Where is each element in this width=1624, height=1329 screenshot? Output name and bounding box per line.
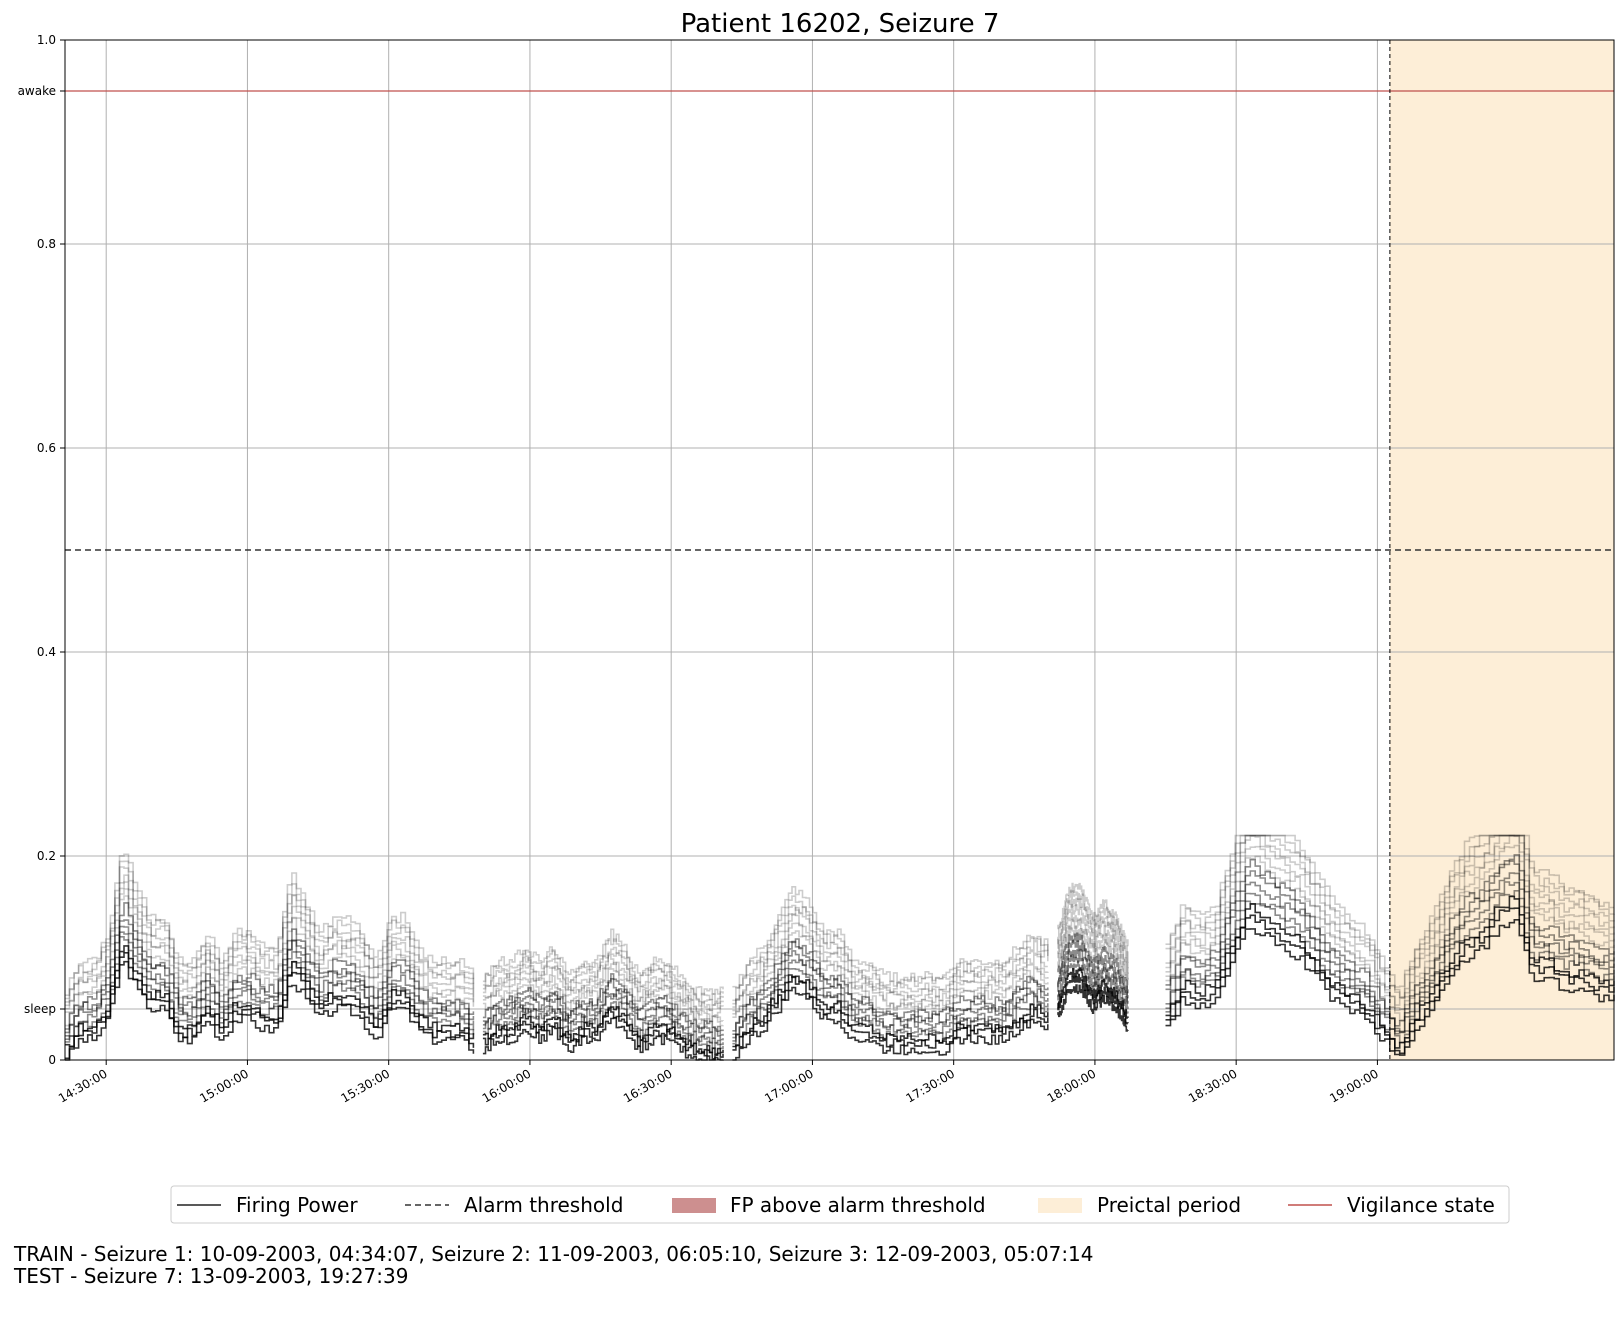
firing-power-line <box>482 989 724 1041</box>
firing-power-line <box>482 1006 724 1055</box>
firing-power-line <box>1057 890 1129 957</box>
firing-power-line <box>1165 872 1615 1033</box>
legend-label: Vigilance state <box>1347 1193 1495 1217</box>
firing-power-line <box>732 913 1049 1012</box>
firing-power-line <box>482 928 724 996</box>
x-tick-label: 17:00:00 <box>762 1066 816 1105</box>
firing-power-line <box>732 922 1049 1015</box>
firing-power-line <box>1165 854 1615 1027</box>
footer-notes: TRAIN - Seizure 1: 10-09-2003, 04:34:07,… <box>14 1243 1094 1287</box>
x-tick-label: 18:30:00 <box>1186 1066 1240 1105</box>
firing-power-line <box>65 866 475 1003</box>
firing-power-line <box>732 968 1049 1045</box>
firing-power-line <box>482 1001 724 1050</box>
plot-area: 0 sleep 0.2 0.4 0.6 0.8 awake 1.0 14:30:00 15:00:… <box>18 33 1615 1106</box>
firing-power-line <box>482 968 724 1027</box>
firing-power-line <box>482 993 724 1046</box>
firing-power-line <box>1057 932 1129 994</box>
firing-power-line <box>1057 911 1129 974</box>
footer-test-line: TEST - Seizure 7: 13-09-2003, 19:27:39 <box>14 1264 409 1288</box>
y-tick-label: sleep <box>24 1002 56 1016</box>
firing-power-line <box>65 902 475 1030</box>
firing-power-line <box>1057 973 1129 1025</box>
firing-power-line <box>732 950 1049 1039</box>
firing-power-line <box>732 904 1049 1005</box>
firing-power-line <box>65 919 475 1034</box>
firing-power-line <box>65 925 475 1037</box>
legend-label: Preictal period <box>1097 1193 1241 1217</box>
firing-power-line <box>65 952 475 1060</box>
firing-power-line <box>1057 882 1129 947</box>
firing-power-line <box>1057 903 1129 969</box>
firing-power-line <box>1057 960 1129 1014</box>
legend: Firing Power Alarm threshold FP above alar… <box>170 1185 1510 1224</box>
firing-power-line <box>482 952 724 1012</box>
firing-power-line <box>65 945 475 1048</box>
x-tick-label: 16:00:00 <box>480 1066 534 1105</box>
firing-power-line <box>732 886 1049 989</box>
firing-power-line <box>732 986 1049 1061</box>
firing-power-line <box>1165 860 1615 1033</box>
legend-box <box>170 1185 1510 1224</box>
firing-power-line <box>732 938 1049 1032</box>
x-tick-label: 15:00:00 <box>197 1066 251 1105</box>
y-tick-label: 1.0 <box>37 33 56 47</box>
firing-power-line <box>482 1009 724 1060</box>
firing-power-line <box>1057 954 1129 1009</box>
firing-power-line <box>482 973 724 1032</box>
legend-swatch-preictal <box>1038 1198 1082 1213</box>
firing-power-line <box>1057 939 1129 999</box>
firing-power-line <box>482 978 724 1036</box>
y-tick-label: 0.8 <box>37 237 56 251</box>
firing-power-line <box>482 961 724 1022</box>
legend-label: Firing Power <box>236 1193 358 1217</box>
y-tick-label: 0.2 <box>37 849 56 863</box>
x-tick-label: 17:30:00 <box>903 1066 957 1105</box>
firing-power-line <box>732 906 1048 1008</box>
firing-power-line <box>1165 834 1615 1010</box>
legend-label: Alarm threshold <box>464 1193 623 1217</box>
plot-frame <box>64 39 1615 1061</box>
firing-power-line <box>65 931 475 1040</box>
firing-power-line <box>65 895 475 1027</box>
x-tick-label: 14:30:00 <box>56 1066 110 1105</box>
firing-power-line <box>732 959 1049 1042</box>
firing-power-line <box>65 936 475 1043</box>
legend-label: FP above alarm threshold <box>730 1193 986 1217</box>
legend-swatch-fp-above <box>672 1198 716 1213</box>
firing-power-line <box>65 860 475 1000</box>
firing-power-line <box>1165 834 1615 1006</box>
firing-power-line <box>482 946 724 1007</box>
firing-power-line <box>1165 890 1615 1044</box>
firing-power-line <box>1057 967 1129 1019</box>
firing-power-line <box>1057 918 1129 980</box>
firing-power-line <box>1057 984 1129 1032</box>
firing-power-line <box>65 853 475 996</box>
firing-power-line <box>732 974 1049 1048</box>
x-tick-label: 15:30:00 <box>339 1066 393 1105</box>
y-tick-label: awake <box>18 84 56 98</box>
y-tick-label: 0 <box>48 1053 56 1067</box>
firing-power-line <box>65 881 475 1010</box>
firing-power-line <box>65 874 475 1007</box>
chart-title: Patient 16202, Seizure 7 <box>681 9 1000 39</box>
firing-power-line <box>732 930 1049 1018</box>
firing-power-line <box>482 1016 724 1061</box>
y-tick-label: 0.6 <box>37 441 56 455</box>
x-tick-label: 19:00:00 <box>1327 1066 1381 1105</box>
firing-power-line <box>482 954 724 1017</box>
firing-power-line <box>732 895 1049 1002</box>
footer-train-line: TRAIN - Seizure 1: 10-09-2003, 04:34:07,… <box>14 1242 1094 1266</box>
firing-power-line <box>482 938 724 1003</box>
x-tick-label: 18:00:00 <box>1045 1066 1099 1105</box>
firing-power-line <box>732 940 1049 1035</box>
y-tick-label: 0.4 <box>37 645 56 659</box>
firing-power-line <box>1057 897 1129 963</box>
x-tick-label: 16:30:00 <box>621 1066 675 1105</box>
firing-power-line <box>1057 948 1129 1004</box>
firing-power-line <box>65 888 475 1013</box>
firing-power-line <box>732 975 1049 1051</box>
firing-power-line <box>1057 925 1129 986</box>
